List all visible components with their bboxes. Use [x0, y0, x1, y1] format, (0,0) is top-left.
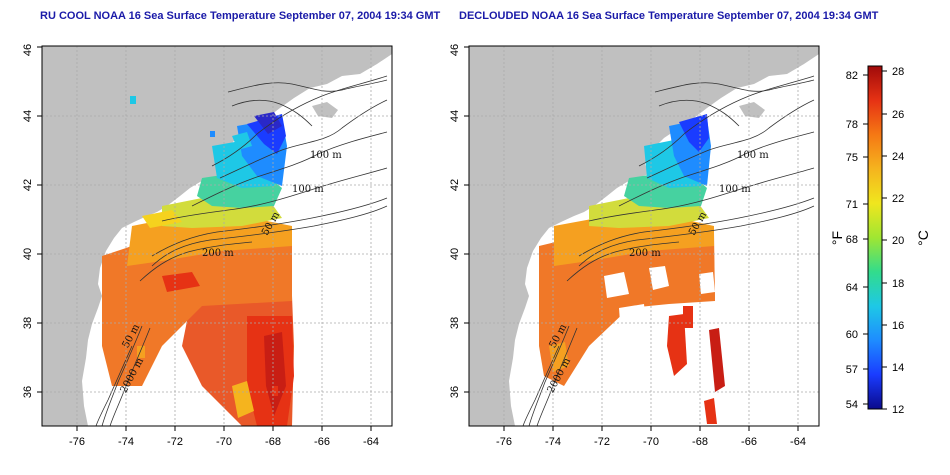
celsius-tick: 28: [892, 66, 904, 78]
fahrenheit-tick: 75: [846, 152, 858, 164]
right-sst-swath: [539, 114, 725, 424]
right-sst-map: 100 m 100 m 50 m 200 m 50 m 2000 m -76 -…: [449, 44, 820, 448]
left-contour-label-200m: 200 m: [202, 248, 234, 259]
left-lat-tick: 38: [22, 317, 34, 329]
left-sst-map: 100 m 100 m 50 m 200 m 50 m 2000 m -76 -…: [22, 44, 393, 448]
right-lat-tick: 44: [449, 110, 461, 122]
fahrenheit-tick: 54: [846, 399, 858, 411]
fahrenheit-tick: 68: [846, 234, 858, 246]
right-lon-tick: -66: [741, 436, 757, 448]
left-contour-label-100m-b: 100 m: [292, 184, 324, 195]
right-lon-tick: -64: [790, 436, 806, 448]
fahrenheit-tick: 60: [846, 329, 858, 341]
right-map-title: DECLOUDED NOAA 16 Sea Surface Temperatur…: [459, 10, 879, 22]
celsius-tick: 16: [892, 320, 904, 332]
fahrenheit-tick: 82: [846, 70, 858, 82]
right-contour-label-200m: 200 m: [629, 248, 661, 259]
celsius-label: °C: [915, 230, 931, 246]
temperature-colorbar: 82 78 75 71 68 64 60 57 54 28 26 24 22 2…: [829, 65, 931, 416]
left-lat-tick: 44: [22, 110, 34, 122]
left-lat-tick: 36: [22, 386, 34, 398]
celsius-tick: 26: [892, 109, 904, 121]
celsius-tick: 20: [892, 235, 904, 247]
fahrenheit-tick: 64: [846, 282, 858, 294]
left-lon-tick: -76: [69, 436, 85, 448]
left-lon-tick: -70: [216, 436, 232, 448]
celsius-tick: 12: [892, 404, 904, 416]
fahrenheit-tick: 57: [846, 364, 858, 376]
fahrenheit-label: °F: [829, 231, 845, 245]
left-lon-tick: -66: [314, 436, 330, 448]
celsius-tick: 22: [892, 193, 904, 205]
right-lon-tick: -68: [692, 436, 708, 448]
right-contour-label-100m-b: 100 m: [719, 184, 751, 195]
left-lon-tick: -64: [363, 436, 379, 448]
left-lat-tick: 40: [22, 248, 34, 260]
right-lat-tick: 38: [449, 317, 461, 329]
right-lat-tick: 42: [449, 179, 461, 191]
right-lon-tick: -76: [496, 436, 512, 448]
fahrenheit-tick: 78: [846, 119, 858, 131]
celsius-tick: 14: [892, 362, 904, 374]
right-lat-tick: 40: [449, 248, 461, 260]
left-sst-swath: [102, 96, 294, 426]
left-lon-tick: -68: [265, 436, 281, 448]
right-contour-label-100m-a: 100 m: [737, 150, 769, 161]
right-lat-tick: 46: [449, 44, 461, 56]
celsius-tick: 18: [892, 278, 904, 290]
fahrenheit-tick: 71: [846, 199, 858, 211]
left-contour-label-100m-a: 100 m: [310, 150, 342, 161]
left-lon-tick: -72: [167, 436, 183, 448]
left-lon-tick: -74: [118, 436, 134, 448]
celsius-tick: 24: [892, 151, 904, 163]
colorbar-gradient: [867, 65, 883, 410]
left-map-title: RU COOL NOAA 16 Sea Surface Temperature …: [40, 10, 441, 22]
right-lon-tick: -72: [594, 436, 610, 448]
left-lat-tick: 42: [22, 179, 34, 191]
left-lat-tick: 46: [22, 44, 34, 56]
right-lat-tick: 36: [449, 386, 461, 398]
right-lon-tick: -70: [643, 436, 659, 448]
right-lon-tick: -74: [545, 436, 561, 448]
